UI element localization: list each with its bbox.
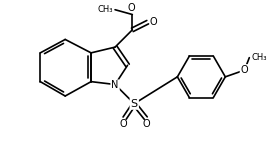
- Text: O: O: [241, 65, 248, 75]
- Text: S: S: [131, 99, 138, 109]
- Text: O: O: [128, 3, 135, 13]
- Text: N: N: [111, 80, 119, 91]
- Text: CH₃: CH₃: [251, 53, 267, 62]
- Text: O: O: [150, 17, 157, 27]
- Text: CH₃: CH₃: [98, 5, 113, 14]
- Text: O: O: [120, 119, 128, 129]
- Text: O: O: [143, 119, 151, 129]
